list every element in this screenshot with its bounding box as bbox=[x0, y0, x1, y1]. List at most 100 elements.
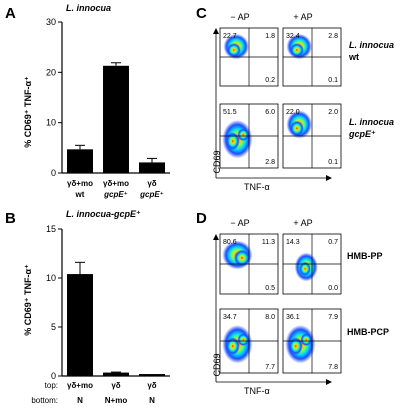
quadrant-upper-right-value: 0.7 bbox=[328, 239, 338, 246]
density-blob bbox=[225, 337, 240, 356]
panel-b-title: L. innocua-gcpE⁺ bbox=[66, 209, 141, 219]
quadrant-upper-left-value: 34.7 bbox=[223, 314, 237, 321]
quadrant-upper-left-value: 51.5 bbox=[223, 109, 237, 116]
panel-d-ylabel: CD69 bbox=[212, 353, 222, 376]
panel-c-ylabel: CD69 bbox=[212, 150, 222, 173]
x-label-bottom: N bbox=[149, 396, 155, 405]
x-label-top: γδ+mo bbox=[103, 179, 129, 188]
panel-c-plots: 22.7 1.8 0.2 32.4 2.8 0.1 51.5 6.0 2.8 22.0 2.0 0.1 bbox=[219, 27, 342, 169]
density-blob bbox=[300, 333, 313, 347]
panel-a-title: L. innocua bbox=[66, 3, 111, 13]
panel-c-col-label-1: − AP bbox=[230, 12, 249, 22]
bar bbox=[103, 372, 129, 376]
quadrant-lower-right-value: 0.0 bbox=[328, 285, 338, 292]
quadrant-upper-right-value: 2.0 bbox=[328, 109, 338, 116]
panel-d-xlabel: TNF-α bbox=[244, 386, 270, 396]
x-label-bottom: wt bbox=[75, 190, 85, 199]
flow-plot: 36.1 7.9 7.8 bbox=[282, 308, 342, 374]
quadrant-upper-left-value: 14.3 bbox=[286, 239, 300, 246]
panel-d-col-label-1: − AP bbox=[230, 218, 249, 228]
panel-c-row2-label-species: L. innocua bbox=[349, 117, 394, 127]
quadrant-upper-left-value: 22.0 bbox=[286, 109, 300, 116]
flow-plot: 32.4 2.8 0.1 bbox=[282, 27, 342, 87]
quadrant-upper-right-value: 8.0 bbox=[265, 314, 275, 321]
y-tick-label: 5 bbox=[51, 322, 56, 332]
x-label-bottom: N+mo bbox=[105, 396, 128, 405]
panel-a-bars bbox=[67, 62, 165, 173]
density-blob bbox=[226, 43, 241, 57]
flow-plot: 34.7 8.0 7.7 bbox=[219, 308, 279, 374]
panel-a-x-labels: γδ+mo wt γδ+mo gcpE⁺ γδ gcpE⁺ bbox=[67, 179, 164, 199]
panel-b-axes: 0 5 10 15 bbox=[46, 224, 170, 381]
panel-c-row1-label-species: L. innocua bbox=[349, 40, 394, 50]
bar bbox=[139, 374, 165, 376]
panel-d-letter: D bbox=[196, 210, 207, 227]
panel-b-ylabel: % CD69⁺ TNF-α⁺ bbox=[23, 264, 33, 336]
quadrant-lower-right-value: 0.1 bbox=[328, 77, 338, 84]
x-label-top: γδ+mo bbox=[67, 179, 93, 188]
bar bbox=[139, 162, 165, 173]
flow-plot: 22.7 1.8 0.2 bbox=[219, 27, 279, 87]
x-label-top: γδ bbox=[147, 179, 156, 188]
x-label-bottom: N bbox=[77, 396, 83, 405]
bar bbox=[67, 274, 93, 376]
quadrant-lower-right-value: 0.5 bbox=[265, 285, 275, 292]
panel-c-axis-arrows bbox=[215, 30, 330, 179]
panel-a-letter: A bbox=[5, 5, 16, 22]
y-tick-label: 10 bbox=[46, 273, 56, 283]
quadrant-upper-left-value: 32.4 bbox=[286, 33, 300, 40]
panel-b-x-labels: γδ+mo Nγδ N+mo γδ N bbox=[67, 381, 157, 405]
x-label-bottom: gcpE⁺ bbox=[139, 190, 164, 199]
quadrant-lower-right-value: 7.8 bbox=[328, 364, 338, 371]
quadrant-upper-right-value: 6.0 bbox=[265, 109, 275, 116]
y-tick-label: 20 bbox=[46, 67, 56, 77]
x-label-top: γδ+mo bbox=[67, 381, 93, 390]
panel-d-plots: 80.6 11.3 0.5 14.3 0.7 0.0 34.7 8.0 7.7 36.1 7.9 7.… bbox=[219, 233, 342, 374]
quadrant-upper-right-value: 2.8 bbox=[328, 33, 338, 40]
quadrant-upper-left-value: 36.1 bbox=[286, 314, 300, 321]
density-blob bbox=[237, 333, 249, 347]
density-blob bbox=[288, 337, 303, 356]
quadrant-lower-right-value: 0.1 bbox=[328, 159, 338, 166]
quadrant-upper-right-value: 7.9 bbox=[328, 314, 338, 321]
panel-c-col-label-2: + AP bbox=[293, 12, 312, 22]
panel-b-letter: B bbox=[5, 210, 16, 227]
panel-c-row1-label-strain: wt bbox=[348, 52, 359, 62]
y-tick-label: 30 bbox=[46, 17, 56, 27]
panel-d-axis-arrows bbox=[215, 236, 330, 383]
y-tick-label: 15 bbox=[46, 224, 56, 234]
quadrant-upper-left-value: 22.7 bbox=[223, 33, 237, 40]
quadrant-lower-right-value: 0.2 bbox=[265, 77, 275, 84]
quadrant-upper-right-value: 1.8 bbox=[265, 33, 275, 40]
panel-d-row1-label: HMB-PP bbox=[347, 251, 383, 261]
quadrant-upper-right-value: 11.3 bbox=[262, 239, 275, 246]
density-blob bbox=[289, 43, 304, 57]
density-blob bbox=[299, 261, 311, 276]
y-tick-label: 0 bbox=[51, 371, 56, 381]
panel-d-row2-label: HMB-PCP bbox=[347, 327, 389, 337]
flow-plot: 51.5 6.0 2.8 bbox=[219, 103, 279, 169]
bar bbox=[103, 65, 129, 173]
flow-plot: 22.0 2.0 0.1 bbox=[282, 103, 342, 169]
flow-plot: 80.6 11.3 0.5 bbox=[219, 233, 279, 295]
y-tick-label: 10 bbox=[46, 118, 56, 128]
panel-c-row2-label-strain: gcpE⁺ bbox=[348, 129, 376, 139]
panel-c-letter: C bbox=[196, 5, 207, 22]
panel-b-bars bbox=[67, 261, 165, 376]
x-label-top: γδ bbox=[111, 381, 120, 390]
quadrant-upper-left-value: 80.6 bbox=[223, 239, 237, 246]
x-label-top: γδ bbox=[147, 381, 156, 390]
density-blob bbox=[233, 249, 251, 267]
panel-d-col-label-2: + AP bbox=[293, 218, 312, 228]
quadrant-lower-right-value: 7.7 bbox=[265, 364, 275, 371]
density-blob bbox=[225, 132, 240, 151]
bar bbox=[67, 149, 93, 173]
panel-b-row-bottom-label: bottom: bbox=[31, 396, 58, 405]
y-tick-label: 0 bbox=[51, 168, 56, 178]
quadrant-lower-right-value: 2.8 bbox=[265, 159, 275, 166]
density-blob bbox=[289, 120, 304, 136]
density-blob bbox=[237, 128, 249, 142]
panel-b-row-top-label: top: bbox=[45, 381, 58, 390]
panel-a-ylabel: % CD69⁺ TNF-α⁺ bbox=[23, 76, 33, 148]
